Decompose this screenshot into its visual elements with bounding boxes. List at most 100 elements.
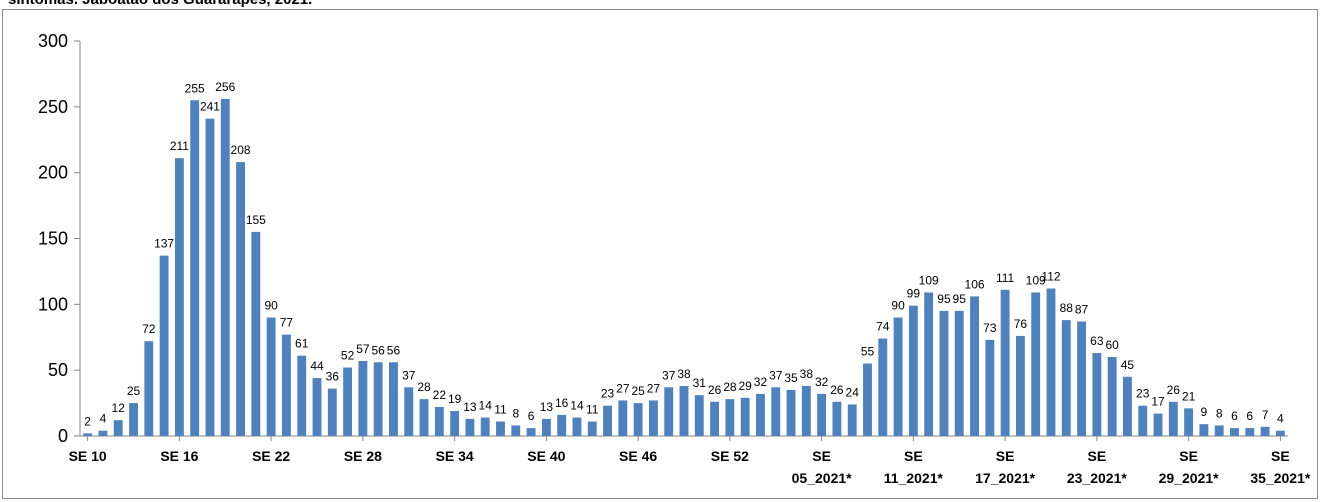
data-label: 87 [1075,302,1089,316]
data-label: 45 [1121,358,1135,372]
x-tick-label: 35_2021* [1250,470,1311,486]
bar [174,158,184,436]
bar [1230,428,1239,436]
data-label: 137 [154,237,174,251]
bar [98,430,108,436]
bar [1031,292,1041,436]
bar [771,387,781,436]
data-label: 56 [371,343,385,357]
data-label: 2 [84,414,91,428]
data-label: 23 [601,387,615,401]
y-tick-label: 100 [38,294,68,314]
x-tick-label: SE [1179,448,1198,464]
x-tick-label: SE 22 [252,448,290,464]
data-label: 73 [983,321,997,335]
x-tick-label: 29_2021* [1159,470,1220,486]
data-label: 25 [631,384,645,398]
data-label: 11 [494,403,507,417]
data-label: 26 [830,383,844,397]
x-tick-label: 17_2021* [975,470,1036,486]
bar [450,410,460,436]
bar [756,393,765,436]
bar [1214,425,1224,436]
data-label: 19 [448,392,462,406]
bar [541,418,551,436]
data-label: 55 [861,345,875,359]
bar [144,341,154,436]
data-label: 8 [512,406,519,420]
bar [1153,413,1163,436]
bar [1123,376,1132,436]
data-label: 241 [200,100,220,114]
data-label: 32 [815,375,829,389]
x-tick-label: SE 10 [69,448,107,464]
bar [1077,321,1087,436]
bar [801,385,811,436]
bar [251,231,261,436]
bar [603,405,612,436]
bar [939,310,949,436]
data-label: 37 [402,368,416,382]
bar [908,305,918,436]
bar [893,317,903,436]
bar [1199,424,1209,436]
data-labels: 2 412257213721125524125620815590776144365… [84,80,1284,428]
x-tick-label: SE 28 [344,448,382,464]
bar [83,433,93,436]
bar [924,292,934,436]
data-label: 9 [1201,405,1208,419]
bar [526,428,536,436]
data-label: 6 [1231,409,1238,423]
chart-title: sintomas. Jaboatão dos Guararapes, 2021. [8,0,312,8]
bar [1015,335,1025,436]
bar [159,255,169,436]
data-label: 106 [965,277,985,291]
data-label: 22 [433,388,447,402]
bar [373,362,383,436]
data-label: 52 [341,349,355,363]
data-label: 77 [280,316,294,330]
bar [343,367,353,436]
data-label: 27 [616,381,630,395]
data-label: 17 [1151,395,1165,409]
bar [419,399,429,436]
bar [832,401,842,436]
data-label: 90 [264,299,278,313]
x-tick-label: SE 16 [160,448,198,464]
y-tick-label: 150 [38,229,68,249]
data-label: 13 [463,400,477,414]
bar [679,385,689,436]
bar [985,339,995,436]
data-label: 28 [723,380,737,394]
data-label: 27 [647,381,661,395]
data-label: 60 [1105,338,1119,352]
bar [847,404,857,436]
bar [648,400,658,436]
data-label: 23 [1136,387,1150,401]
y-tick-label: 300 [38,31,68,51]
data-label: 6 [528,409,535,423]
y-tick-label: 0 [58,426,68,446]
data-label: 26 [708,383,722,397]
data-label: 14 [570,399,584,413]
bar [465,418,475,436]
bar [312,378,322,436]
x-tick-label: 05_2021* [792,470,853,486]
data-label: 112 [1041,270,1060,284]
data-label: 29 [738,379,752,393]
data-label: 14 [479,399,493,413]
bar [725,399,735,436]
bar [480,417,490,436]
bar [1184,408,1194,436]
bar [113,420,123,436]
x-tick-label: SE [996,448,1015,464]
data-label: 16 [555,396,569,410]
bar [633,403,643,436]
data-label: 13 [540,400,554,414]
bar [1000,289,1010,436]
bars [83,98,1285,436]
bar [434,407,444,436]
y-tick-label: 50 [48,360,68,380]
bar [358,360,368,436]
data-label: 35 [784,371,798,385]
